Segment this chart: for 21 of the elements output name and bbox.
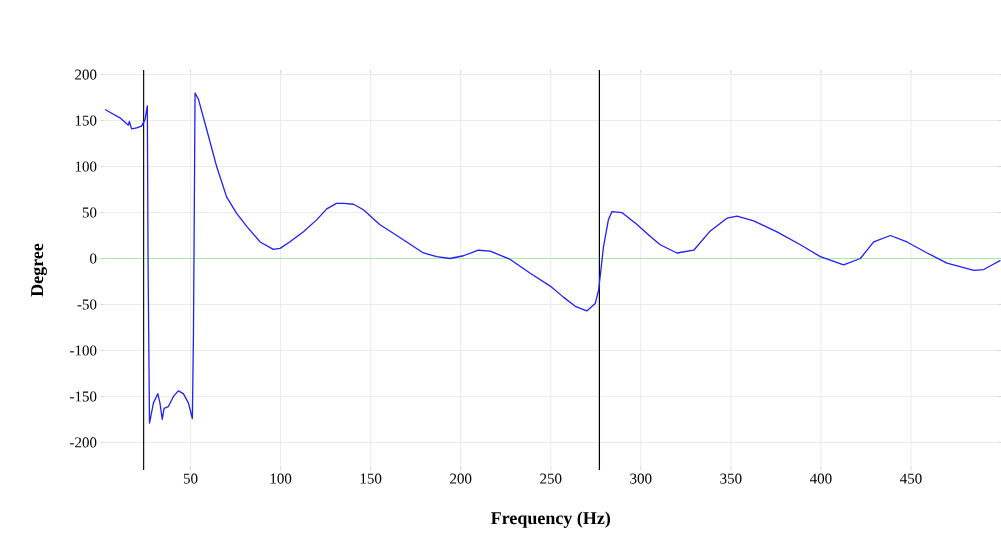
- y-axis-title: Degree: [31, 243, 47, 297]
- x-tick-label: 300: [630, 473, 652, 484]
- x-tick-label: 200: [450, 473, 472, 484]
- x-tick-label: 50: [183, 473, 198, 484]
- y-tick-label: -150: [70, 391, 97, 402]
- y-tick-label: 200: [75, 69, 97, 80]
- x-tick-label: 150: [360, 473, 382, 484]
- y-tick-label: 50: [82, 207, 97, 218]
- x-tick-label: 450: [900, 473, 922, 484]
- y-tick-label: -200: [70, 437, 97, 448]
- y-tick-label: 0: [90, 253, 97, 264]
- x-axis-title: Frequency (Hz): [491, 511, 611, 528]
- y-tick-label: -50: [77, 299, 97, 310]
- y-tick-label: 150: [75, 115, 97, 126]
- x-tick-label: 250: [540, 473, 562, 484]
- x-tick-label: 350: [720, 473, 742, 484]
- line-series: [104, 92, 1001, 424]
- x-tick-label: 400: [809, 473, 832, 484]
- y-tick-label: -100: [70, 345, 97, 356]
- y-tick-label: 100: [75, 161, 97, 172]
- x-tick-label: 100: [270, 473, 292, 484]
